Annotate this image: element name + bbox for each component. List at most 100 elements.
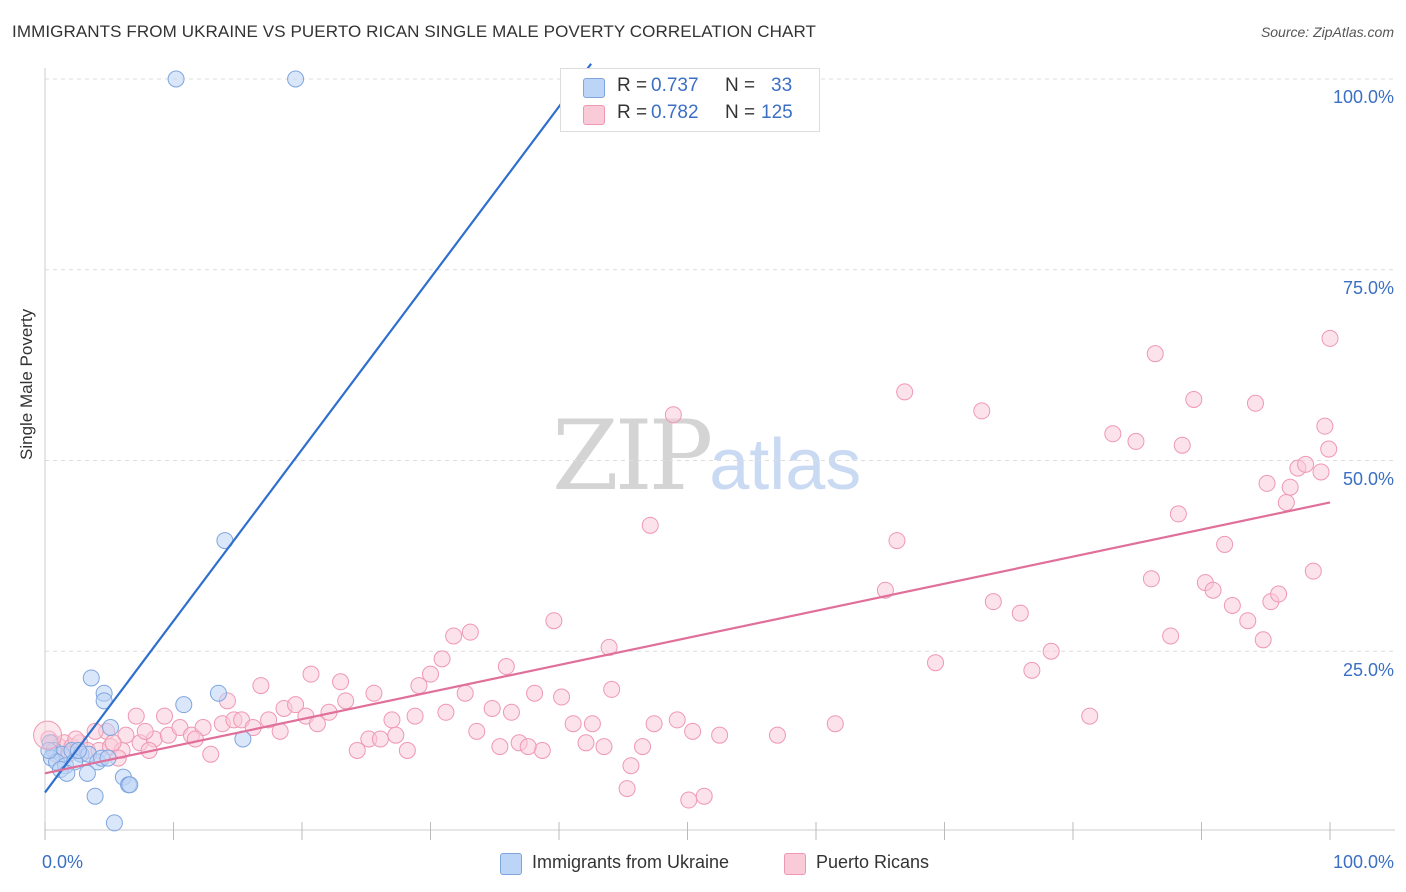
puerto-rican-point: [1277, 493, 1295, 511]
n-value: 33: [771, 75, 793, 96]
ukraine-point: [40, 741, 58, 759]
ukraine-point: [102, 719, 120, 737]
puerto-rican-point: [1204, 581, 1222, 599]
ukraine-point: [175, 696, 193, 714]
x-tick-label-min: 0.0%: [42, 852, 84, 872]
puerto-rican-point: [410, 677, 428, 695]
x-tick-label-max: 100.0%: [1332, 852, 1394, 872]
puerto-rican-point: [387, 726, 405, 744]
ukraine-point: [287, 70, 305, 88]
puerto-rican-point: [768, 726, 786, 744]
source-label: Source: ZipAtlas.com: [1260, 24, 1394, 40]
puerto-rican-point: [445, 627, 463, 645]
puerto-rican-point: [526, 684, 544, 702]
ukraine-point: [78, 764, 96, 782]
puerto-rican-point: [456, 684, 474, 702]
puerto-rican-point: [1127, 432, 1145, 450]
legend-label-puerto-rican: Puerto Ricans: [816, 852, 930, 872]
puerto-rican-point: [545, 612, 563, 630]
puerto-rican-point: [603, 680, 621, 698]
watermark-zip: ZIP: [552, 400, 713, 512]
puerto-rican-point: [973, 402, 991, 420]
puerto-rican-point: [104, 734, 122, 752]
puerto-rican-point: [117, 726, 135, 744]
puerto-rican-point: [302, 665, 320, 683]
puerto-rican-point: [468, 722, 486, 740]
puerto-rican-point: [1146, 345, 1164, 363]
puerto-rican-point: [437, 703, 455, 721]
puerto-rican-trend-line: [44, 501, 1331, 775]
stats-legend-row-puerto-rican: R = 0.782 N = 125: [561, 102, 819, 126]
r-label: R =: [617, 75, 648, 96]
puerto-rican-point: [186, 730, 204, 748]
puerto-rican-point: [927, 654, 945, 672]
puerto-rican-point: [406, 707, 424, 725]
puerto-rican-point: [337, 692, 355, 710]
ukraine-point: [82, 669, 100, 687]
puerto-rican-point: [1223, 596, 1241, 614]
ukraine-point: [121, 776, 139, 794]
n-value: 125: [761, 102, 793, 123]
puerto-rican-point: [502, 703, 520, 721]
puerto-rican-point: [1011, 604, 1029, 622]
puerto-rican-point: [826, 715, 844, 733]
y-tick-label-50: 50.0%: [1342, 469, 1394, 489]
r-value: 0.782: [651, 102, 699, 123]
puerto-rican-point: [1081, 707, 1099, 725]
puerto-rican-legend-swatch: [784, 853, 806, 875]
stats-legend-row-ukraine: R = 0.737 N = 33: [561, 75, 819, 99]
n-label: N =: [725, 102, 756, 123]
puerto-rican-point: [641, 516, 659, 534]
puerto-rican-point: [422, 665, 439, 683]
y-tick-label-25: 25.0%: [1342, 660, 1394, 680]
puerto-rican-point: [896, 383, 914, 401]
watermark-atlas: atlas: [709, 425, 862, 505]
puerto-rican-point: [136, 722, 154, 740]
puerto-rican-point: [888, 532, 906, 550]
puerto-rican-point: [260, 711, 278, 729]
puerto-rican-point: [348, 741, 366, 759]
y-tick-label-75: 75.0%: [1342, 278, 1394, 298]
puerto-rican-point: [1270, 585, 1288, 603]
chart-title: IMMIGRANTS FROM UKRAINE VS PUERTO RICAN …: [12, 22, 817, 41]
puerto-rican-point: [156, 707, 174, 725]
puerto-rican-point: [1254, 631, 1272, 649]
puerto-rican-point: [1169, 505, 1187, 523]
ukraine-point: [209, 684, 227, 702]
ukraine-legend-swatch: [500, 853, 522, 875]
ukraine-swatch: [583, 78, 605, 98]
puerto-rican-point: [664, 406, 682, 424]
puerto-rican-point: [202, 745, 220, 763]
r-label: R =: [617, 102, 648, 123]
puerto-rican-point: [1246, 394, 1264, 412]
puerto-rican-point: [365, 684, 383, 702]
puerto-rican-point: [287, 696, 305, 714]
puerto-rican-point: [1320, 440, 1338, 458]
puerto-rican-point: [1304, 562, 1322, 580]
puerto-rican-point: [618, 780, 636, 798]
ukraine-point: [167, 70, 185, 88]
puerto-rican-point: [332, 673, 350, 691]
legend-label-ukraine: Immigrants from Ukraine: [532, 852, 730, 872]
puerto-rican-point: [398, 741, 416, 759]
y-tick-label-100: 100.0%: [1332, 87, 1394, 107]
puerto-rican-point: [497, 658, 515, 676]
puerto-rican-point: [1297, 455, 1315, 473]
puerto-rican-point: [622, 757, 640, 775]
stats-legend: R = 0.737 N = 33 R = 0.782 N = 125: [560, 68, 820, 132]
puerto-rican-point: [668, 711, 686, 729]
puerto-rican-point: [711, 726, 729, 744]
puerto-rican-point: [1173, 436, 1191, 454]
ukraine-point: [105, 814, 123, 832]
puerto-rican-point: [533, 741, 551, 759]
puerto-rican-point: [1142, 570, 1160, 588]
puerto-rican-point: [127, 707, 145, 725]
puerto-rican-point: [1216, 535, 1234, 553]
puerto-rican-point: [1042, 642, 1060, 660]
puerto-rican-point: [984, 593, 1002, 611]
r-value: 0.737: [651, 75, 699, 96]
ukraine-trend-line: [44, 63, 593, 794]
puerto-rican-point: [634, 738, 652, 756]
puerto-rican-point: [1162, 627, 1180, 645]
